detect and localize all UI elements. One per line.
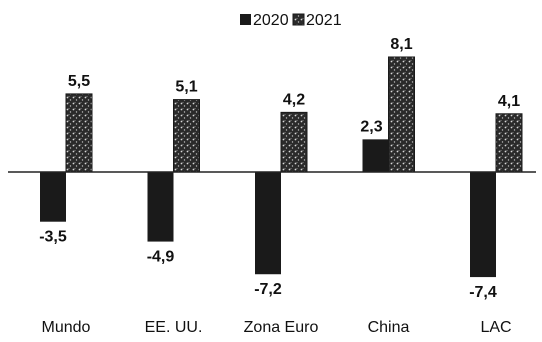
legend-swatch-2020 xyxy=(240,14,251,25)
data-labels-layer: -3,5 5,5 -4,9 5,1 -7,2 4,2 2,3 8,1 -7,4 4,1 xyxy=(39,36,520,301)
bars-layer xyxy=(40,56,523,278)
bar-2021-china xyxy=(388,56,415,173)
data-label-2020-zona-euro: -7,2 xyxy=(254,281,282,298)
data-label-2021-zona-euro: 4,2 xyxy=(283,91,305,108)
data-label-2020-ee-uu-: -4,9 xyxy=(147,249,175,266)
bar-2021-lac xyxy=(495,113,523,173)
legend-label-2021: 2021 xyxy=(306,12,342,29)
category-label-mundo: Mundo xyxy=(42,319,91,336)
legend-swatch-2021 xyxy=(292,13,305,26)
bar-2020-china xyxy=(362,139,389,172)
category-label-zona-euro: Zona Euro xyxy=(244,319,319,336)
category-label-lac: LAC xyxy=(480,319,511,336)
bar-2020-ee-uu- xyxy=(147,172,174,242)
bar-2021-mundo xyxy=(65,93,93,173)
bar-2020-mundo xyxy=(40,172,66,222)
data-label-2020-mundo: -3,5 xyxy=(39,229,67,246)
data-label-2021-china: 8,1 xyxy=(390,36,412,53)
legend-label-2020: 2020 xyxy=(253,12,289,29)
data-label-2021-ee-uu-: 5,1 xyxy=(175,79,197,96)
bar-2020-zona-euro xyxy=(255,172,281,275)
category-label-china: China xyxy=(368,319,410,336)
data-label-2020-lac: -7,4 xyxy=(469,284,497,301)
bar-2020-lac xyxy=(470,172,496,278)
data-label-2020-china: 2,3 xyxy=(360,118,382,135)
data-label-2021-mundo: 5,5 xyxy=(68,73,90,90)
category-label-ee-uu-: EE. UU. xyxy=(145,319,203,336)
bar-2021-ee-uu- xyxy=(173,99,200,173)
data-label-2021-lac: 4,1 xyxy=(498,93,520,110)
legend: 2020 2021 xyxy=(240,12,342,29)
category-labels-layer: Mundo EE. UU. Zona Euro China LAC xyxy=(42,319,512,336)
bar-2021-zona-euro xyxy=(280,111,308,173)
